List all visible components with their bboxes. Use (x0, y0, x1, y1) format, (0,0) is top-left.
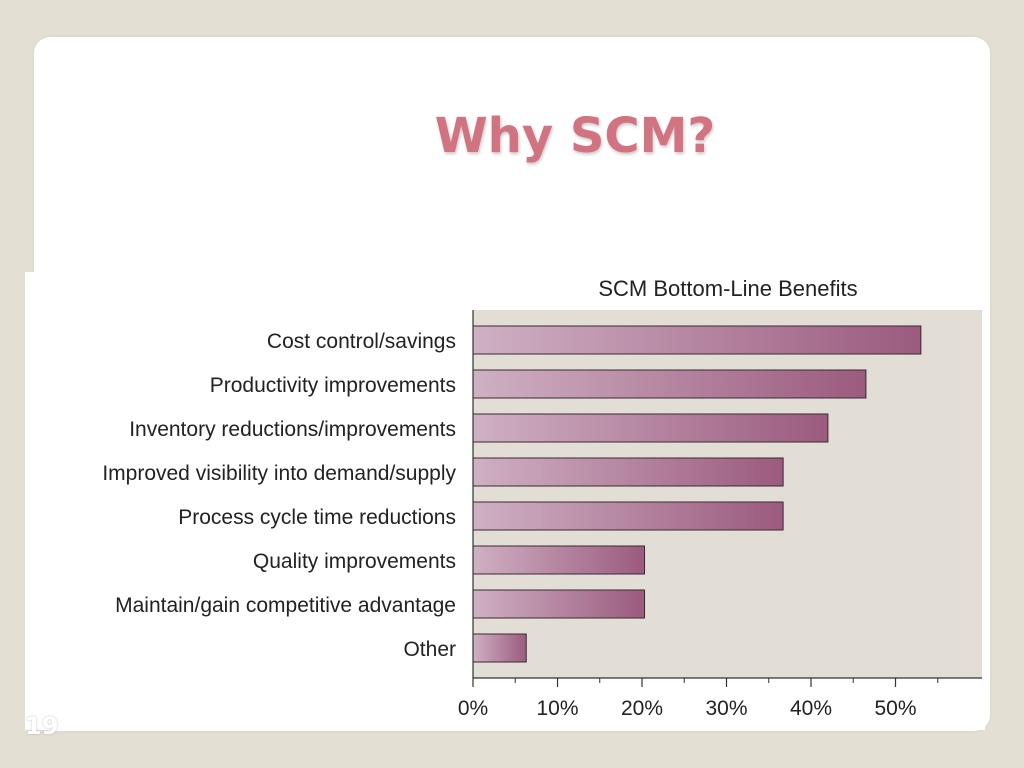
category-label: Cost control/savings (267, 330, 456, 353)
bar (472, 369, 867, 399)
x-tick-label: 50% (874, 697, 916, 720)
slide-title: Why SCM? (434, 108, 716, 164)
category-label: Other (403, 638, 456, 661)
x-tick-label: 0% (458, 697, 488, 720)
plot-area (473, 310, 982, 678)
bar (472, 633, 527, 663)
category-label: Process cycle time reductions (178, 506, 456, 529)
x-tick-label: 20% (621, 697, 663, 720)
bar (472, 325, 922, 355)
bar (472, 501, 784, 531)
x-tick-label: 40% (790, 697, 832, 720)
category-label: Inventory reductions/improvements (129, 418, 456, 441)
chart-figure: SCM Bottom-Line Benefits Cost control/sa… (25, 272, 985, 730)
bar-chart: SCM Bottom-Line Benefits Cost control/sa… (102, 276, 982, 720)
bar (472, 589, 646, 619)
category-label: Productivity improvements (210, 374, 456, 397)
page-number: 19 (25, 712, 59, 740)
bar (472, 413, 829, 443)
bar (472, 457, 784, 487)
x-tick-label: 10% (536, 697, 578, 720)
x-tick-label: 30% (705, 697, 747, 720)
category-label: Improved visibility into demand/supply (102, 462, 456, 485)
category-label: Maintain/gain competitive advantage (115, 594, 456, 617)
bar (472, 545, 646, 575)
category-label: Quality improvements (253, 550, 456, 573)
chart-title: SCM Bottom-Line Benefits (598, 276, 857, 301)
